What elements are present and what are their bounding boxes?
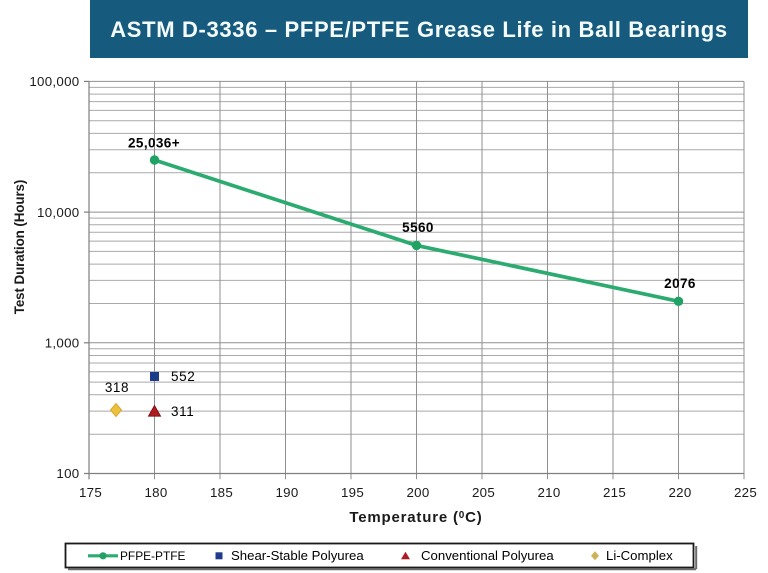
svg-text:100: 100 [56, 466, 79, 481]
svg-text:215: 215 [603, 485, 626, 500]
svg-text:210: 210 [537, 485, 560, 500]
svg-text:200: 200 [406, 485, 429, 500]
svg-text:10,000: 10,000 [37, 205, 79, 220]
svg-text:220: 220 [668, 485, 691, 500]
svg-text:190: 190 [275, 485, 298, 500]
svg-text:185: 185 [210, 485, 233, 500]
svg-text:Li-Complex: Li-Complex [606, 548, 673, 563]
svg-text:205: 205 [472, 485, 495, 500]
svg-text:175: 175 [79, 485, 102, 500]
svg-text:25,036+: 25,036+ [128, 136, 180, 151]
svg-text:Temperature (0C): Temperature (0C) [349, 509, 482, 526]
svg-text:195: 195 [341, 485, 364, 500]
svg-text:PFPE-PTFE: PFPE-PTFE [120, 549, 185, 563]
svg-text:1,000: 1,000 [45, 336, 80, 351]
svg-text:552: 552 [171, 369, 195, 384]
svg-text:Conventional Polyurea: Conventional Polyurea [421, 548, 554, 563]
svg-text:225: 225 [734, 485, 757, 500]
svg-text:318: 318 [105, 380, 129, 395]
svg-text:Shear-Stable Polyurea: Shear-Stable Polyurea [231, 548, 364, 563]
svg-text:180: 180 [144, 485, 167, 500]
svg-text:5560: 5560 [402, 220, 434, 235]
svg-text:2076: 2076 [664, 276, 696, 291]
svg-text:Test Duration (Hours): Test Duration (Hours) [12, 180, 27, 315]
svg-text:311: 311 [171, 404, 194, 419]
svg-text:100,000: 100,000 [29, 74, 79, 89]
